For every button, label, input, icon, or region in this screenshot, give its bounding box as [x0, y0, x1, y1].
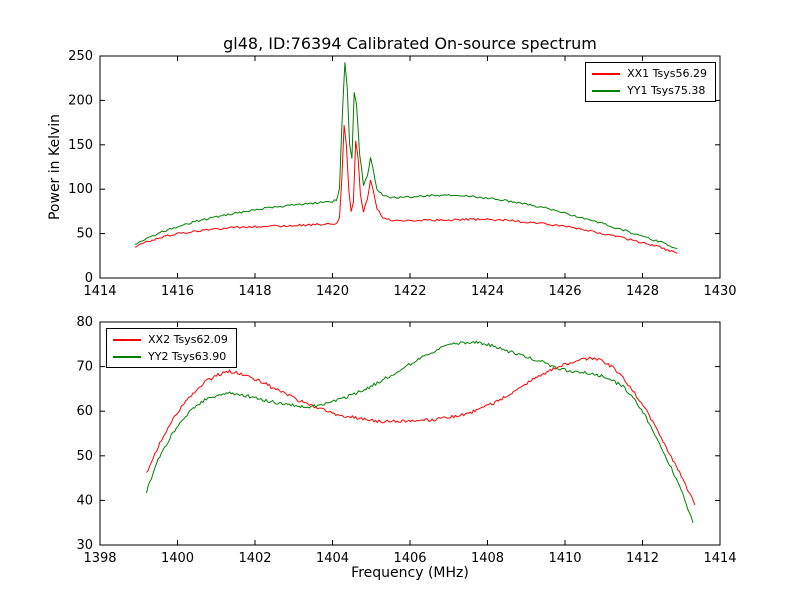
y-tick-label: 40: [76, 493, 93, 508]
series-line-yy2: [146, 340, 694, 523]
x-tick-label: 1404: [316, 551, 349, 566]
series-line-xx1: [134, 125, 678, 254]
x-axis-label-frequency: Frequency (MHz): [351, 565, 469, 581]
y-tick-label: 30: [76, 538, 93, 553]
y-tick-label: 250: [68, 49, 93, 64]
bottom-plot: 1398 1400 1402 1404 1406 1408 1410 1412 1414 30 40…: [76, 315, 736, 566]
y-tick-label: 100: [68, 182, 93, 197]
x-tick-label: 1412: [626, 551, 659, 566]
legend-line-yy2: [113, 355, 141, 358]
x-tick-label: 1398: [83, 551, 116, 566]
legend-label-yy1: YY1 Tsys75.38: [627, 84, 706, 98]
legend-item-yy1: YY1 Tsys75.38: [592, 84, 707, 97]
x-tick-label: 1400: [161, 551, 194, 566]
legend-bottom-plot: XX2 Tsys62.09 YY2 Tsys63.90: [106, 328, 237, 369]
x-tick-label: 1428: [626, 284, 659, 299]
y-tick-label: 0: [85, 271, 93, 286]
x-tick-label: 1426: [548, 284, 581, 299]
y-tick-label: 80: [76, 315, 93, 330]
x-tick-label: 1422: [393, 284, 426, 299]
legend-label-xx2: XX2 Tsys62.09: [148, 333, 228, 346]
x-tick-label: 1410: [548, 551, 581, 566]
x-tick-label: 1402: [238, 551, 271, 566]
x-tick-label: 1420: [316, 284, 349, 299]
legend-label-xx1: XX1 Tsys56.29: [627, 67, 707, 80]
legend-label-yy2: YY2 Tsys63.90: [148, 350, 227, 364]
x-tick-label: 1430: [703, 284, 736, 299]
x-tick-label: 1406: [393, 551, 426, 566]
top-plot: 1414 1416 1418 1420 1422 1424 1426 1428 1430 0 50 1…: [68, 49, 736, 299]
y-tick-label: 150: [68, 138, 93, 153]
x-tick-label: 1416: [161, 284, 194, 299]
x-tick-label: 1414: [703, 551, 736, 566]
y-tick-label: 50: [76, 227, 93, 242]
legend-line-xx1: [592, 72, 621, 75]
legend-top-plot: XX1 Tsys56.29 YY1 Tsys75.38: [585, 62, 716, 103]
y-tick-label: 50: [76, 449, 93, 464]
legend-item-yy2: YY2 Tsys63.90: [113, 350, 228, 363]
chart-title: gl48, ID:76394 Calibrated On-source spec…: [223, 34, 597, 53]
y-tick-label: 200: [68, 93, 93, 108]
series-line-xx2: [146, 356, 696, 506]
y-tick-label: 70: [76, 360, 93, 375]
x-tick-label: 1408: [471, 551, 504, 566]
legend-item-xx1: XX1 Tsys56.29: [592, 67, 707, 80]
y-tick-label: 60: [76, 404, 93, 419]
legend-item-xx2: XX2 Tsys62.09: [113, 333, 228, 346]
series-line-yy1: [134, 62, 678, 250]
legend-line-xx2: [113, 338, 141, 341]
x-tick-label: 1424: [471, 284, 504, 299]
x-tick-label: 1418: [238, 284, 271, 299]
x-tick-label: 1414: [83, 284, 116, 299]
legend-line-yy1: [592, 89, 621, 92]
